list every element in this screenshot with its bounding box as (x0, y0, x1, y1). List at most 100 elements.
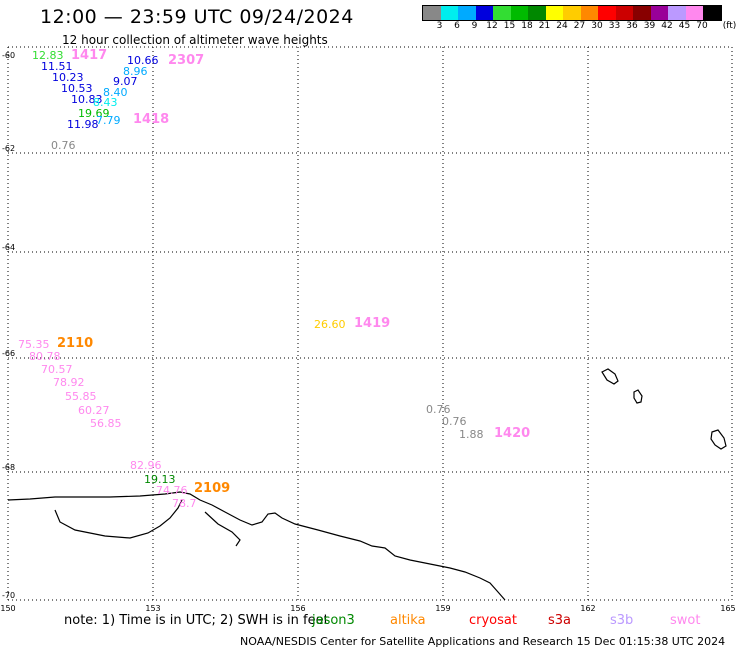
swh-observation: 10.66 (127, 54, 159, 67)
satellite-legend-cryosat: cryosat (469, 613, 517, 628)
lon-label: 165 (720, 604, 736, 613)
lon-label: 150 (0, 604, 16, 613)
swh-observation: 26.60 (314, 318, 346, 331)
lat-label: -60 (2, 51, 16, 60)
lat-label: -68 (2, 463, 16, 472)
map-title: 12:00 — 23:59 UTC 09/24/2024 (40, 6, 354, 28)
swh-observation: 8.96 (123, 65, 148, 78)
swh-observation: 12.83 (32, 49, 64, 62)
swh-observation: 10.53 (61, 82, 93, 95)
pass-time-label: 1418 (133, 112, 170, 127)
swh-observation: 70.57 (41, 363, 73, 376)
island-2 (633, 389, 643, 404)
legend-label: 21 (538, 21, 551, 31)
swh-observation: 78.92 (53, 376, 85, 389)
graticule (7, 46, 733, 601)
lon-label: 159 (435, 604, 451, 613)
swh-observation: 19.13 (144, 473, 176, 486)
swh-observation: 56.85 (90, 417, 122, 430)
legend-label: 12 (486, 21, 498, 31)
legend-swatch (563, 6, 581, 20)
swh-observation: 0.76 (442, 415, 467, 428)
island-1 (601, 368, 619, 385)
legend-swatch (598, 6, 616, 20)
lat-label: -70 (2, 591, 16, 600)
legend-label: 39 (643, 21, 656, 31)
legend-label: 42 (661, 21, 673, 31)
satellite-legend-s3b: s3b (610, 613, 634, 628)
legend-swatch (528, 6, 546, 20)
lat-label: -66 (2, 349, 16, 358)
lon-label: 153 (145, 604, 161, 613)
legend-label: 15 (503, 21, 516, 31)
footer-credit: NOAA/NESDIS Center for Satellite Applica… (240, 635, 726, 648)
satellite-legend-jason3: jason3 (312, 613, 355, 628)
note-text: note: 1) Time is in UTC; 2) SWH is in fe… (64, 613, 329, 628)
legend-swatch (615, 6, 633, 20)
lon-label: 162 (580, 604, 596, 613)
pass-time-label: 1419 (354, 316, 391, 331)
swh-observation: 8.40 (103, 86, 128, 99)
color-legend (422, 5, 722, 21)
legend-label: 36 (626, 21, 638, 31)
pass-time-label: 1417 (71, 48, 108, 63)
legend-label: 3 (436, 21, 443, 31)
legend-label: 33 (608, 21, 621, 31)
legend-label: 30 (591, 21, 603, 31)
legend-label: 18 (521, 21, 533, 31)
swh-observation: 11.51 (41, 60, 73, 73)
legend-swatch (440, 6, 458, 20)
swh-observation: 75.35 (18, 338, 50, 351)
legend-label: 27 (573, 21, 586, 31)
legend-swatch (668, 6, 686, 20)
swh-observation: 74.76 (156, 484, 188, 497)
swh-observation: 10.23 (52, 71, 84, 84)
legend-swatch (545, 6, 563, 20)
island-3 (710, 429, 727, 450)
lat-label: -62 (2, 144, 16, 153)
swh-observation: 55.85 (65, 390, 97, 403)
legend-label: 6 (454, 21, 460, 31)
legend-swatch (458, 6, 476, 20)
legend-label: 70 (696, 21, 708, 31)
pass-time-label: 2307 (168, 53, 205, 68)
swh-observation: 0.76 (51, 139, 76, 152)
swh-observation: 78.7 (172, 497, 197, 510)
swh-observation: 9.07 (113, 75, 138, 88)
swh-observation: 10.83 (71, 93, 103, 106)
swh-observation: 0.76 (426, 403, 451, 416)
lat-label: -64 (2, 243, 16, 252)
swh-observation: 19.69 (78, 107, 110, 120)
legend-swatch (493, 6, 511, 20)
legend-swatch (475, 6, 493, 20)
swh-observation: 80.78 (29, 350, 61, 363)
satellite-legend-s3a: s3a (548, 613, 572, 628)
legend-swatch (633, 6, 651, 20)
map-subtitle: 12 hour collection of altimeter wave hei… (62, 33, 328, 47)
coastal-inlet (54, 499, 183, 539)
antarctic-coastline (7, 491, 506, 601)
inlet-branch (204, 511, 241, 547)
legend-unit: (ft) (722, 21, 737, 31)
legend-label: 24 (556, 21, 568, 31)
swh-observation: 60.27 (78, 404, 110, 417)
legend-swatch (510, 6, 528, 20)
pass-time-label: 2109 (194, 481, 231, 496)
pass-time-label: 1420 (494, 426, 531, 441)
swh-observation: 1.88 (459, 428, 484, 441)
legend-swatch (580, 6, 598, 20)
legend-label: 9 (471, 21, 478, 31)
satellite-legend-swot: swot (670, 613, 701, 628)
pass-time-label: 2110 (57, 336, 94, 351)
legend-label: 45 (678, 21, 691, 31)
legend-swatch (423, 6, 441, 20)
swh-observation: 82.96 (130, 459, 162, 472)
legend-swatch (685, 6, 703, 20)
swh-observation: 7.79 (96, 114, 121, 127)
satellite-legend-altika: altika (390, 613, 426, 628)
swh-observation: 8.43 (93, 96, 118, 109)
legend-swatch (703, 6, 721, 20)
swh-observation: 11.98 (67, 118, 99, 131)
legend-swatch (650, 6, 668, 20)
